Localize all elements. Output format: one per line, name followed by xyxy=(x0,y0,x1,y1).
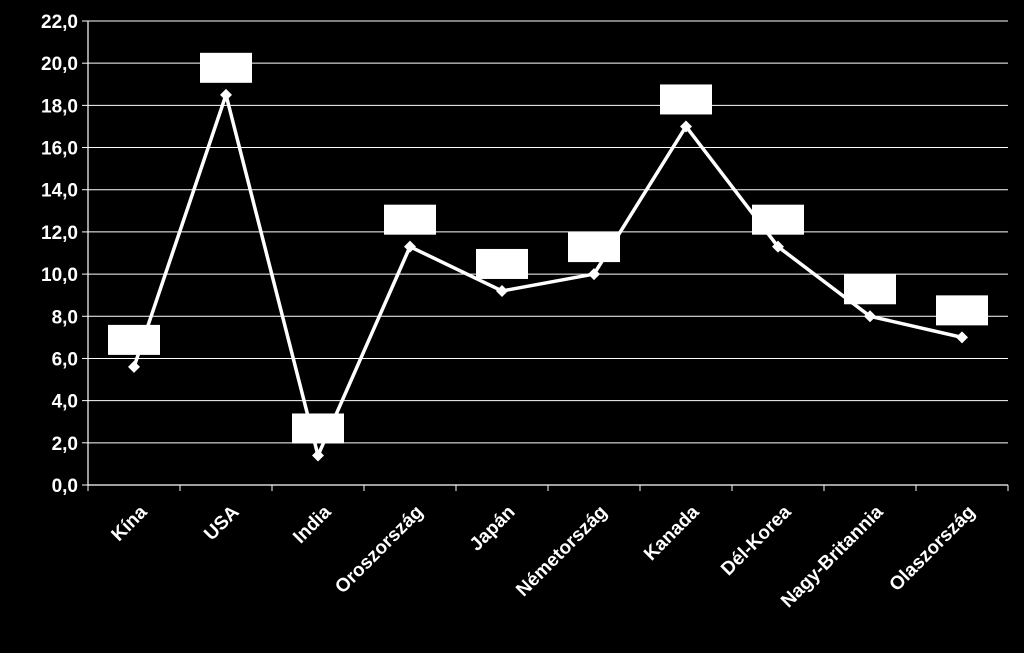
y-tick-label: 14,0 xyxy=(41,181,78,202)
data-point xyxy=(220,88,232,101)
y-tick-label: 6,0 xyxy=(52,349,78,370)
y-tick-labels: 0,0 2,0 4,0 6,0 8,0 10,0 12,0 14,0 16,0 18,0 20,0 2… xyxy=(41,12,78,497)
data-label-box xyxy=(292,413,344,444)
data-label-box xyxy=(568,232,620,263)
y-tick-label: 2,0 xyxy=(52,434,78,455)
x-category-label: Olaszország xyxy=(886,502,980,596)
x-category-label: Oroszország xyxy=(331,502,427,598)
data-label-box xyxy=(200,52,252,83)
y-tick-label: 4,0 xyxy=(52,392,78,413)
data-label-box xyxy=(108,324,160,355)
y-tick-label: 10,0 xyxy=(41,265,78,286)
data-label-box xyxy=(844,274,896,305)
x-category-label: Németország xyxy=(512,502,611,601)
x-category-label: Japán xyxy=(466,502,520,556)
data-label-boxes xyxy=(108,52,988,444)
data-points xyxy=(128,88,968,462)
y-tick-label: 0,0 xyxy=(52,476,78,497)
data-label-box xyxy=(384,204,436,235)
y-tick-label: 12,0 xyxy=(41,223,78,244)
x-category-label: Kína xyxy=(108,501,152,545)
x-category-label: USA xyxy=(200,501,243,544)
y-tick-label: 22,0 xyxy=(41,12,78,33)
data-point xyxy=(312,449,324,462)
data-label-box xyxy=(752,204,804,235)
series-line xyxy=(132,93,963,458)
data-point xyxy=(956,331,968,344)
data-point xyxy=(680,120,692,133)
data-point xyxy=(864,310,876,323)
y-tick-label: 8,0 xyxy=(52,307,78,328)
axes xyxy=(82,20,1009,491)
data-label-box xyxy=(476,248,528,279)
y-tick-label: 18,0 xyxy=(41,96,78,117)
data-point xyxy=(588,268,600,281)
data-point xyxy=(496,284,508,297)
y-tick-label: 16,0 xyxy=(41,139,78,160)
data-point xyxy=(404,240,416,253)
x-category-label: India xyxy=(289,501,336,548)
data-label-box xyxy=(660,84,712,115)
data-point xyxy=(128,360,140,373)
data-point xyxy=(772,240,784,253)
gridlines xyxy=(88,20,1008,444)
y-tick-label: 20,0 xyxy=(41,54,78,75)
series-line-layer xyxy=(132,93,963,458)
data-label-box xyxy=(936,295,988,326)
x-category-label: Dél-Korea xyxy=(717,501,796,580)
x-category-label: Kanada xyxy=(640,501,704,565)
